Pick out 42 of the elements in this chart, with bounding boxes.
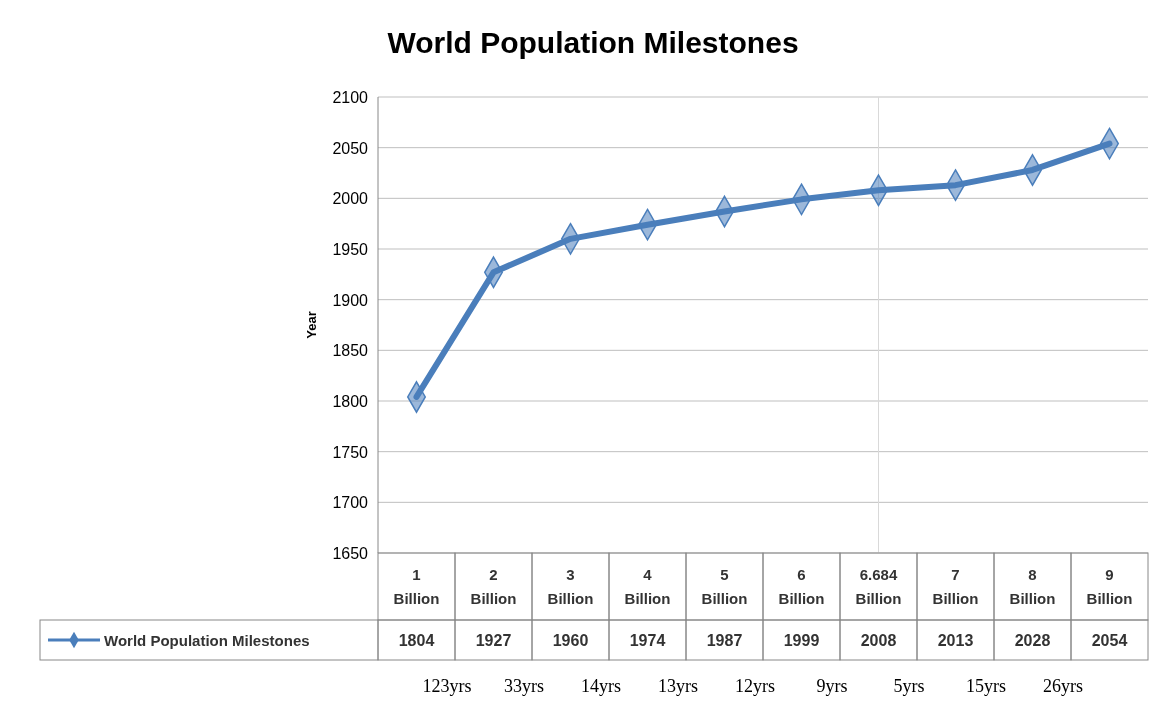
y-tick-label: 1750	[332, 443, 369, 461]
y-tick-label: 1800	[332, 393, 369, 410]
chart-title: World Population Milestones	[387, 26, 799, 59]
legend-label: World Population Milestones	[104, 632, 310, 649]
y-axis-title: Year	[304, 311, 319, 339]
data-label: 1999	[783, 632, 820, 649]
data-label: 2054	[1091, 632, 1128, 649]
data-label: 2008	[860, 632, 897, 649]
text: 12yrs	[735, 676, 775, 696]
y-tick-label: 2050	[332, 139, 369, 157]
x-tick-label: 2 Billion	[470, 566, 517, 607]
x-tick-label: 8 Billion	[1009, 566, 1056, 607]
x-tick-label: 1 Billion	[393, 566, 440, 607]
x-tick-label: 4 Billion	[624, 566, 671, 607]
text: 33yrs	[504, 676, 544, 696]
x-tick-label: 6.684 Billion	[855, 566, 902, 607]
x-tick-label: 5 Billion	[701, 566, 748, 607]
data-label: 1804	[398, 632, 435, 649]
y-tick-label: 2000	[332, 190, 369, 208]
data-label: 1927	[475, 632, 512, 649]
y-tick-label: 1900	[332, 291, 369, 309]
data-label: 2013	[937, 632, 974, 649]
y-tick-label: 1950	[332, 241, 369, 258]
data-label: 2028	[1014, 632, 1051, 649]
data-label: 1960	[552, 632, 589, 649]
text: 9yrs	[816, 676, 848, 696]
data-label: 1974	[629, 632, 666, 649]
x-tick-label: 7 Billion	[932, 566, 979, 607]
y-tick-label: 1700	[332, 494, 369, 512]
text: 26yrs	[1043, 676, 1083, 696]
y-tick-label: 1650	[332, 545, 369, 562]
text: 13yrs	[658, 676, 698, 696]
text: 15yrs	[966, 676, 1006, 696]
x-tick-label: 9 Billion	[1086, 566, 1133, 607]
text: 123yrs	[422, 676, 472, 696]
x-tick-label: 6 Billion	[778, 566, 825, 607]
data-label: 1987	[706, 632, 743, 649]
x-tick-label: 3 Billion	[547, 566, 594, 607]
text: 14yrs	[581, 676, 621, 696]
text: 5yrs	[893, 676, 925, 696]
y-tick-label: 2100	[332, 89, 369, 106]
y-tick-label: 1850	[332, 342, 369, 360]
